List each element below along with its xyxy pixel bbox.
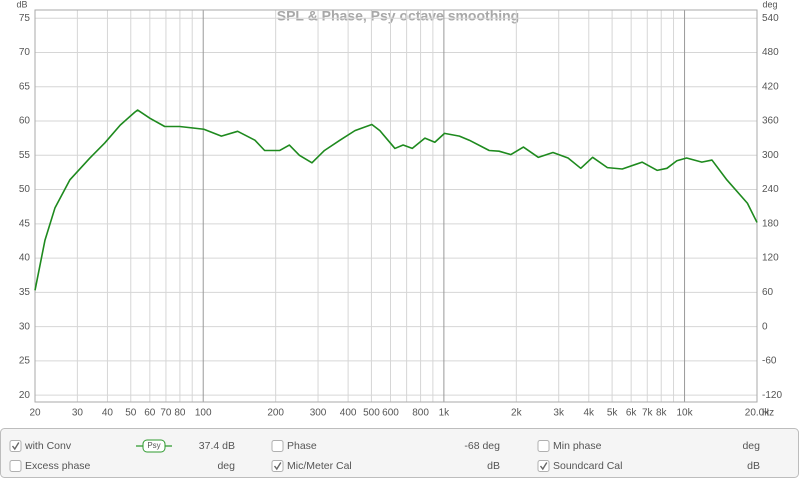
checkbox[interactable]: [271, 460, 284, 472]
checkbox[interactable]: [537, 460, 550, 472]
x-tick-label: 6k: [626, 408, 638, 419]
x-tick-label: 600: [382, 408, 399, 419]
y-tick-label: 20: [19, 390, 31, 401]
check-mark: [273, 462, 282, 471]
y-tick-label: 30: [19, 321, 31, 332]
y-tick-label: 45: [19, 218, 31, 229]
check-mark: [11, 442, 20, 451]
y-tick-label: 55: [19, 150, 31, 161]
readout: 37.4 dB: [199, 440, 235, 452]
y2-tick-label: 420: [762, 81, 779, 92]
chart-title: SPL & Phase, Psy octave smoothing: [277, 8, 519, 24]
readout: deg: [742, 440, 760, 452]
checkbox[interactable]: [9, 440, 22, 452]
y2-tick-label: 240: [762, 184, 779, 195]
x-tick-label: 7k: [642, 408, 654, 419]
x-tick-label: 50: [125, 408, 137, 419]
y-tick-label: 50: [19, 184, 31, 195]
readout: dB: [487, 460, 500, 472]
control-label[interactable]: Min phase: [553, 440, 602, 452]
y2-unit: deg: [762, 0, 777, 9]
y2-tick-label: 360: [762, 116, 779, 127]
checkbox[interactable]: [271, 440, 284, 452]
controls: with Conv Psy 37.4 dB Phase -68 deg Min phase…: [9, 439, 760, 472]
x-tick-label: 5k: [607, 408, 619, 419]
control-label[interactable]: Mic/Meter Cal: [287, 460, 352, 472]
y-tick-label: 75: [19, 13, 31, 24]
control-label[interactable]: with Conv: [24, 440, 72, 452]
x-unit: Hz: [762, 408, 774, 419]
readout: -68 deg: [464, 440, 500, 452]
y2-tick-label: 540: [762, 13, 779, 24]
checkbox[interactable]: [9, 460, 22, 472]
x-tick-label: 20: [29, 408, 41, 419]
x-tick-label: 8k: [656, 408, 668, 419]
control-label[interactable]: Excess phase: [25, 460, 91, 472]
y2-tick-label: 60: [762, 287, 774, 298]
x-tick-label: 60: [144, 408, 156, 419]
x-tick-label: 400: [340, 408, 357, 419]
x-tick-label: 4k: [583, 408, 595, 419]
x-tick-label: 100: [195, 408, 212, 419]
x-tick-label: 10k: [676, 408, 693, 419]
grid: [34, 10, 758, 402]
spl-line: [34, 109, 758, 291]
smoothing-button[interactable]: [142, 439, 166, 453]
check-mark: [539, 462, 548, 471]
x-tick-label: 2k: [511, 408, 523, 419]
x-tick-label: 500: [363, 408, 380, 419]
smoothing-label[interactable]: Psy: [147, 441, 160, 450]
checkbox[interactable]: [537, 440, 550, 452]
y-tick-label: 70: [19, 47, 31, 58]
y2-tick-label: 300: [762, 150, 779, 161]
y2-tick-label: 0: [762, 321, 768, 332]
plot-border: [34, 9, 758, 403]
y2-tick-label: -120: [762, 390, 782, 401]
y2-tick-label: 180: [762, 218, 779, 229]
y-tick-label: 65: [19, 81, 31, 92]
x-tick-label: 3k: [553, 408, 565, 419]
y-unit: dB: [16, 0, 27, 9]
x-tick-label: 300: [310, 408, 327, 419]
control-label[interactable]: Phase: [287, 440, 317, 452]
readout: deg: [217, 460, 235, 472]
readout: dB: [747, 460, 760, 472]
x-tick-label: 80: [174, 408, 186, 419]
x-tick-label: 1k: [439, 408, 451, 419]
y2-tick-label: 480: [762, 47, 779, 58]
y2-tick-label: -60: [762, 356, 777, 367]
x-tick-label: 20.0k: [745, 408, 770, 419]
x-tick-label: 200: [267, 408, 284, 419]
x-tick-label: 40: [102, 408, 114, 419]
x-tick-label: 30: [72, 408, 84, 419]
control-panel: [0, 428, 799, 478]
y-tick-label: 40: [19, 253, 31, 264]
x-tick-label: 800: [412, 408, 429, 419]
y2-tick-label: 120: [762, 253, 779, 264]
y-tick-label: 60: [19, 116, 31, 127]
x-tick-label: 70: [160, 408, 172, 419]
control-label[interactable]: Soundcard Cal: [553, 460, 622, 472]
y-tick-label: 35: [19, 287, 31, 298]
y-tick-label: 25: [19, 356, 31, 367]
